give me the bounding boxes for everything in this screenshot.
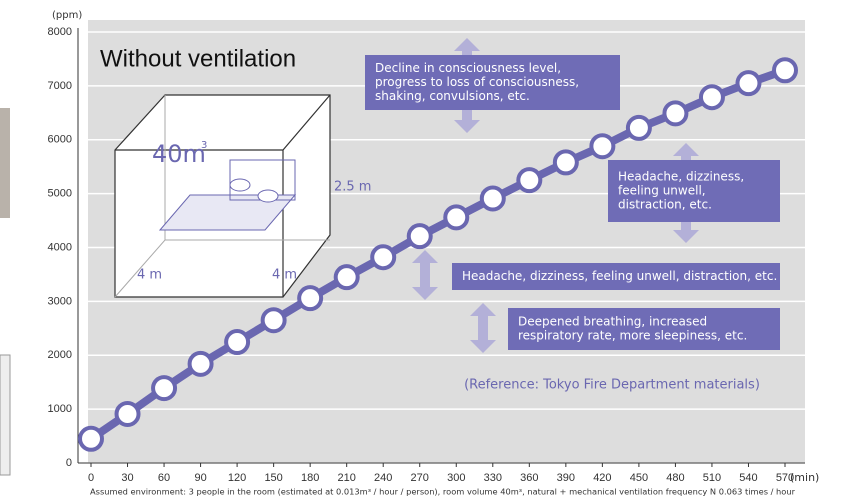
room-diagram: 40m 3 2.5 m 4 m 4 m <box>114 94 371 298</box>
y-tick-label: 3000 <box>48 295 72 307</box>
data-point <box>114 400 141 427</box>
annotation-box <box>452 263 780 290</box>
x-tick-label: 360 <box>520 472 538 484</box>
data-point <box>260 307 287 334</box>
data-point <box>735 70 762 97</box>
x-tick-label: 330 <box>484 472 502 484</box>
data-point <box>698 84 725 111</box>
annotation-text: Deepened breathing, increased <box>518 315 707 329</box>
x-unit: (min) <box>790 471 819 484</box>
x-tick-label: 210 <box>338 472 356 484</box>
data-point <box>370 244 397 271</box>
annotation-box <box>365 55 620 110</box>
x-tick-label: 420 <box>593 472 611 484</box>
annotation-text: feeling unwell, <box>618 184 706 198</box>
annotation-text: respiratory rate, more sleepiness, etc. <box>518 329 747 343</box>
annotation-text: distraction, etc. <box>618 198 712 212</box>
data-point <box>224 329 251 356</box>
data-point <box>297 285 324 312</box>
x-tick-label: 450 <box>630 472 648 484</box>
x-tick-label: 480 <box>666 472 684 484</box>
data-point <box>78 425 104 452</box>
range-arrow <box>412 250 438 300</box>
data-point <box>151 375 178 402</box>
data-point <box>516 167 543 194</box>
x-tick-label: 300 <box>447 472 465 484</box>
x-tick-label: 570 <box>776 472 794 484</box>
data-point <box>479 185 506 212</box>
x-tick-label: 180 <box>301 472 319 484</box>
footnote: Assumed environment: 3 people in the roo… <box>90 488 796 497</box>
room-volume-sup: 3 <box>201 140 207 151</box>
x-tick-label: 120 <box>228 472 246 484</box>
annotation-text: shaking, convulsions, etc. <box>375 89 530 103</box>
annotation-box <box>608 160 780 222</box>
data-point <box>187 350 214 377</box>
x-tick-label: 540 <box>739 472 757 484</box>
annotation-text: Headache, dizziness, feeling unwell, dis… <box>462 269 777 283</box>
y-tick-label: 4000 <box>48 241 72 253</box>
room-height: 2.5 m <box>334 180 371 195</box>
x-tick-label: 270 <box>411 472 429 484</box>
data-point <box>406 223 433 250</box>
room-width: 4 m <box>137 268 162 283</box>
data-point <box>589 133 616 160</box>
x-tick-label: 0 <box>88 472 94 484</box>
y-tick-label: 0 <box>66 457 72 469</box>
reference: (Reference: Tokyo Fire Department materi… <box>464 378 760 393</box>
y-tick-label: 5000 <box>48 188 72 200</box>
x-tick-label: 30 <box>121 472 133 484</box>
annotation-text: Headache, dizziness, <box>618 170 744 184</box>
data-point <box>772 57 798 84</box>
cropped-image <box>0 108 10 218</box>
y-tick-label: 2000 <box>48 349 72 361</box>
y-tick-label: 7000 <box>48 80 72 92</box>
data-point <box>333 264 360 291</box>
data-point <box>443 204 470 231</box>
annotation-box <box>508 308 780 350</box>
annotation-text: progress to loss of consciousness, <box>375 75 579 89</box>
y-tick-label: 6000 <box>48 134 72 146</box>
pillow <box>257 189 279 203</box>
x-tick-label: 60 <box>158 472 170 484</box>
y-tick-label: 8000 <box>48 26 72 38</box>
x-tick-label: 150 <box>264 472 282 484</box>
data-point <box>625 114 652 141</box>
x-tick-label: 390 <box>557 472 575 484</box>
x-tick-label: 510 <box>703 472 721 484</box>
data-point <box>662 100 689 127</box>
heading: Without ventilation <box>100 45 296 72</box>
y-tick-label: 1000 <box>48 403 72 415</box>
range-arrow <box>470 303 496 353</box>
data-point <box>552 149 579 176</box>
room-volume: 40m <box>152 140 206 168</box>
x-tick-label: 240 <box>374 472 392 484</box>
room-depth: 4 m <box>272 268 297 283</box>
pillow <box>229 178 251 192</box>
annotation-text: Decline in consciousness level, <box>375 61 561 75</box>
y-unit: (ppm) <box>52 10 82 21</box>
cropped-image <box>0 354 11 476</box>
x-tick-label: 90 <box>194 472 206 484</box>
